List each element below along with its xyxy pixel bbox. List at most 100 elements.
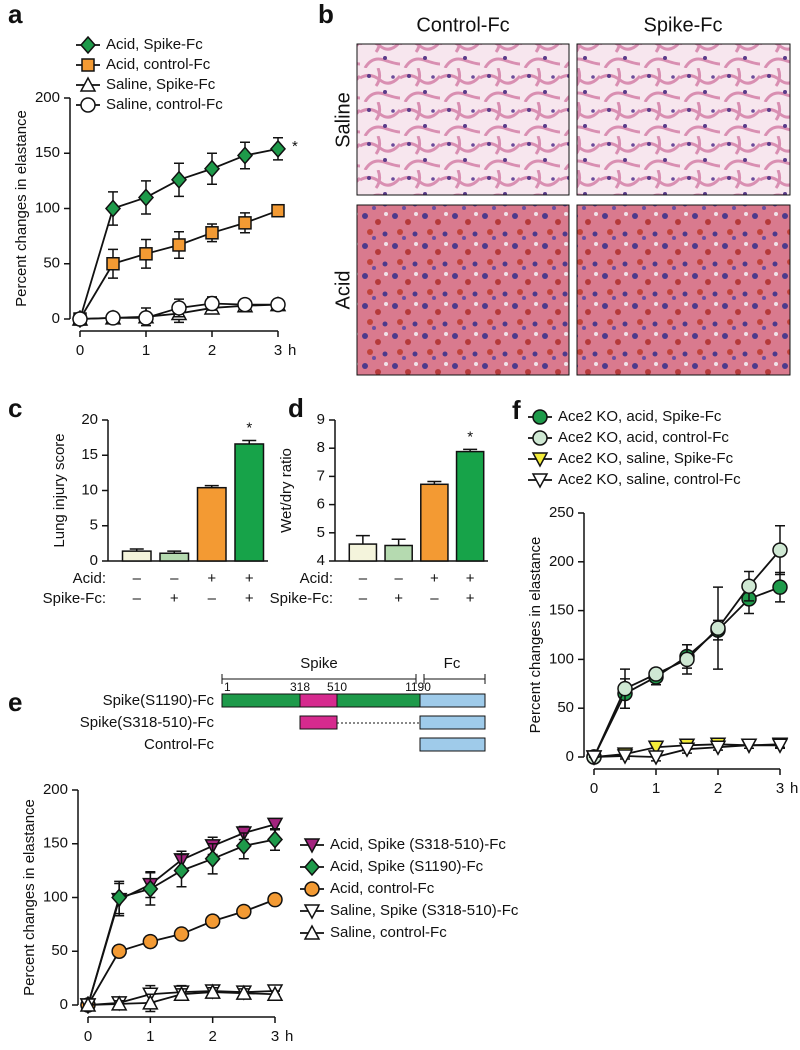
marker <box>237 296 253 313</box>
marker <box>772 579 788 595</box>
x-tick-label: 0 <box>76 342 84 359</box>
column-label: Control-Fc <box>416 14 509 36</box>
y-tick-label: 200 <box>549 553 574 570</box>
bar <box>196 486 227 562</box>
legend-label: Saline, control-Fc <box>106 96 223 113</box>
row-cell: + <box>466 590 475 607</box>
construct-label: Spike(S1190)-Fc <box>103 692 215 709</box>
row-cell: – <box>170 570 179 587</box>
y-tick-label: 150 <box>35 144 60 161</box>
row-label: Acid: <box>300 570 333 587</box>
position-label: 318 <box>290 680 310 694</box>
y-tick-label: 7 <box>317 467 325 484</box>
marker <box>138 188 154 207</box>
marker <box>235 984 253 1000</box>
construct-diagram: Spike Fc 1 318 510 1190 Spike(S1190)-Fc … <box>80 655 486 753</box>
row-label: Spike-Fc: <box>270 590 333 607</box>
legend-label: Saline, Spike (S318-510)-Fc <box>330 902 519 919</box>
x-tick-label: 2 <box>208 342 216 359</box>
annotation: * <box>292 138 298 155</box>
legend-label: Saline, control-Fc <box>330 924 447 941</box>
y-tick-label: 0 <box>566 748 574 765</box>
marker <box>173 926 190 942</box>
marker <box>271 203 285 218</box>
bar <box>234 443 265 562</box>
annotation: * <box>246 419 252 436</box>
y-tick-label: 50 <box>557 699 574 716</box>
marker <box>204 159 220 178</box>
panel-label: d <box>288 393 304 423</box>
y-axis-label: Wet/dry ratio <box>278 448 295 533</box>
fc-domain <box>419 715 486 730</box>
y-tick-label: 5 <box>317 524 325 541</box>
marker <box>531 473 549 489</box>
marker <box>772 542 788 558</box>
x-tick-label: 1 <box>146 1028 154 1045</box>
marker <box>648 666 664 682</box>
marker <box>709 740 727 756</box>
marker <box>266 817 284 833</box>
micrograph <box>576 204 791 376</box>
y-tick-label: 50 <box>51 942 68 959</box>
marker <box>142 933 159 950</box>
bar <box>159 552 190 562</box>
marker <box>106 257 120 271</box>
marker <box>79 996 97 1012</box>
y-tick-label: 9 <box>317 411 325 428</box>
legend-label: Ace2 KO, acid, Spike-Fc <box>558 408 722 425</box>
marker <box>303 924 321 940</box>
legend-label: Acid, Spike (S1190)-Fc <box>330 858 484 875</box>
marker <box>531 452 549 468</box>
row-cell: – <box>394 570 403 587</box>
x-axis-label: h <box>790 780 798 797</box>
row-cell: + <box>430 570 439 587</box>
row-label: Acid <box>332 271 354 310</box>
marker <box>616 749 634 765</box>
row-cell: + <box>170 590 179 607</box>
marker <box>267 830 283 849</box>
y-tick-label: 20 <box>81 411 98 428</box>
region-label: Fc <box>444 655 461 672</box>
bar <box>348 543 378 562</box>
marker <box>679 651 695 668</box>
y-tick-label: 4 <box>317 552 325 569</box>
row-cell: – <box>133 570 142 587</box>
x-tick-label: 3 <box>271 1028 279 1045</box>
marker <box>139 247 153 261</box>
y-tick-label: 100 <box>43 888 68 905</box>
row-cell: + <box>245 570 254 587</box>
row-cell: + <box>207 570 216 587</box>
x-axis-label: h <box>288 342 296 359</box>
fc-domain <box>419 693 486 708</box>
marker <box>304 881 320 897</box>
marker <box>173 985 190 1001</box>
y-axis-label: Percent changes in elastance <box>13 110 30 307</box>
marker <box>267 891 283 908</box>
marker <box>172 238 186 252</box>
marker <box>617 680 633 697</box>
y-tick-label: 200 <box>43 781 68 798</box>
marker <box>237 146 253 165</box>
x-tick-label: 3 <box>274 342 282 359</box>
x-tick-label: 0 <box>84 1028 92 1045</box>
y-tick-label: 8 <box>317 439 325 456</box>
marker <box>138 310 154 326</box>
x-axis-label: h <box>285 1028 293 1045</box>
annotation: * <box>467 428 473 445</box>
row-label: Spike-Fc: <box>43 590 106 607</box>
row-cell: – <box>133 590 142 607</box>
marker <box>142 994 159 1010</box>
row-cell: – <box>208 590 217 607</box>
micrograph <box>576 43 791 196</box>
y-tick-label: 0 <box>90 552 98 569</box>
x-tick-label: 2 <box>714 780 722 797</box>
marker <box>171 300 187 316</box>
position-label: 1 <box>224 680 231 694</box>
y-axis-label: Lung injury score <box>51 433 68 547</box>
marker <box>111 943 127 959</box>
y-tick-label: 250 <box>549 504 574 521</box>
row-cell: + <box>245 590 254 607</box>
marker <box>303 838 321 854</box>
rbd-domain <box>299 715 338 730</box>
